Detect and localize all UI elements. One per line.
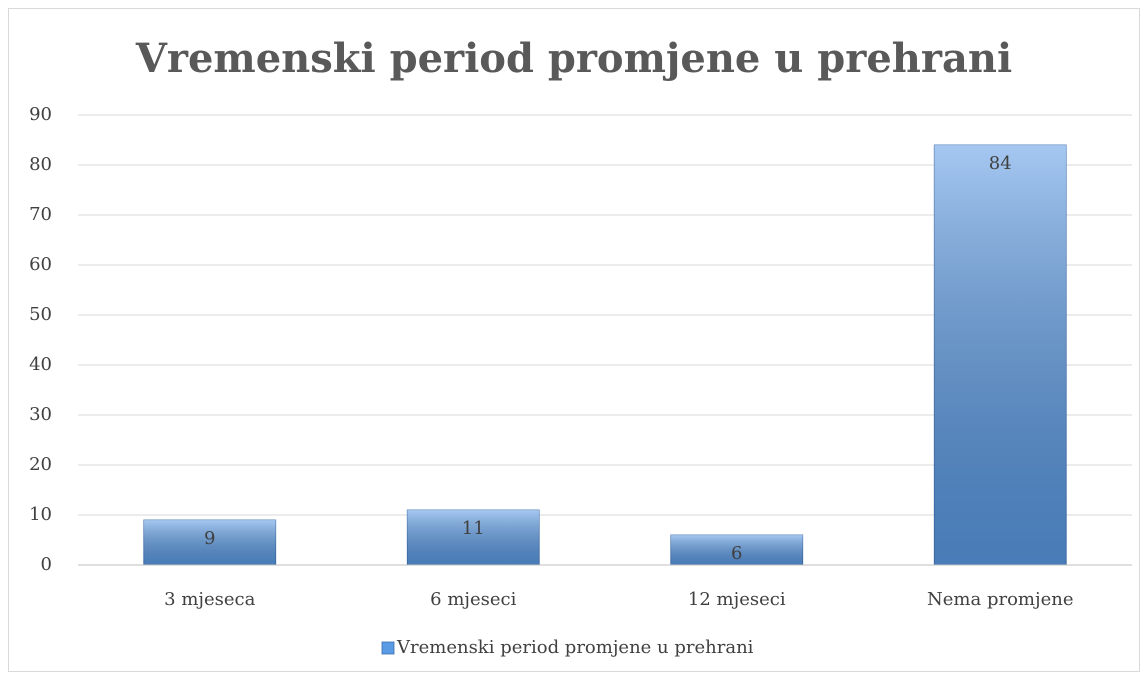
data-label: 11 [462,518,485,539]
y-tick-label: 20 [29,454,52,475]
y-tick-label: 70 [29,204,52,225]
legend-swatch [381,641,395,655]
data-label: 84 [989,153,1012,174]
chart-title: Vremenski period promjene u prehrani [135,35,1012,82]
bar-shade [934,145,1067,565]
data-label: 6 [731,543,742,564]
x-tick-label: 12 mjeseci [688,589,786,610]
bar-shade [407,510,540,565]
y-tick-label: 90 [29,104,52,125]
x-tick-label: 3 mjeseca [164,589,255,610]
bar-shade [143,520,276,565]
y-tick-label: 40 [29,354,52,375]
bar-shade [670,535,803,565]
legend-label: Vremenski period promjene u prehrani [396,637,754,658]
y-tick-label: 60 [29,254,52,275]
y-tick-label: 0 [41,554,52,575]
y-tick-label: 50 [29,304,52,325]
data-label: 9 [204,528,215,549]
x-tick-label: Nema promjene [927,589,1073,610]
y-tick-label: 30 [29,404,52,425]
x-tick-label: 6 mjeseci [430,589,516,610]
y-tick-label: 80 [29,154,52,175]
y-tick-label: 10 [29,504,52,525]
